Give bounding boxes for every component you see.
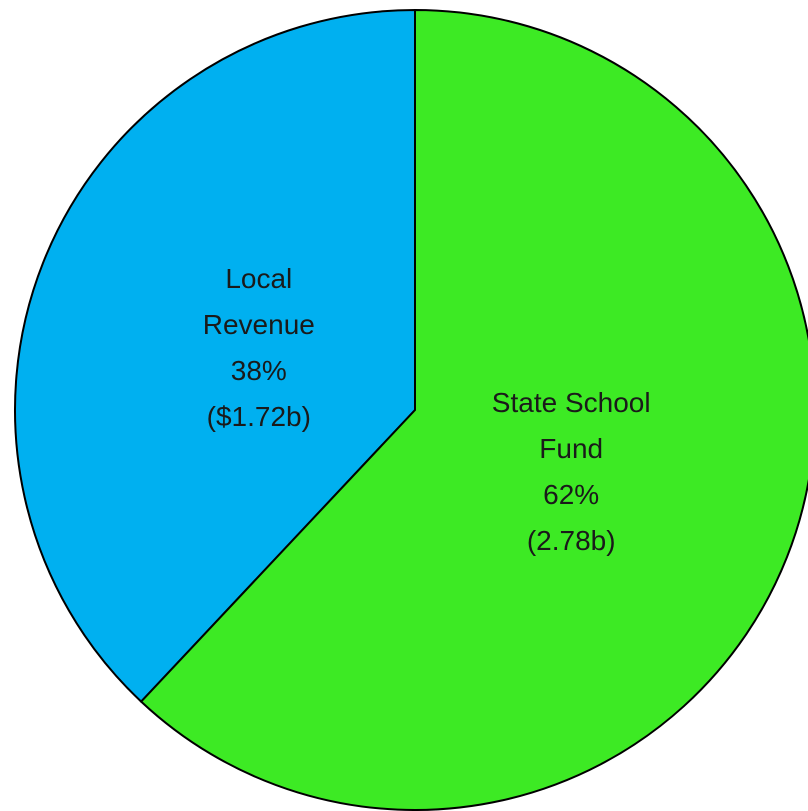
slice-label: State School Fund 62% (2.78b)	[461, 362, 681, 582]
slice-name: Local Revenue	[202, 263, 315, 341]
label-box: State School Fund 62% (2.78b)	[461, 362, 681, 582]
slice-percent: 38%	[230, 355, 287, 387]
slice-percent: 62%	[543, 478, 600, 510]
pie-slice	[139, 8, 808, 811]
slice-amount: (2.78b)	[526, 524, 616, 556]
slice-name: State School Fund	[491, 386, 651, 464]
label-box: Local Revenue 38% ($1.72b)	[149, 238, 369, 458]
slice-amount: ($1.72b)	[206, 401, 311, 433]
slice-label: Local Revenue 38% ($1.72b)	[149, 238, 369, 458]
pie-slice	[14, 8, 416, 704]
